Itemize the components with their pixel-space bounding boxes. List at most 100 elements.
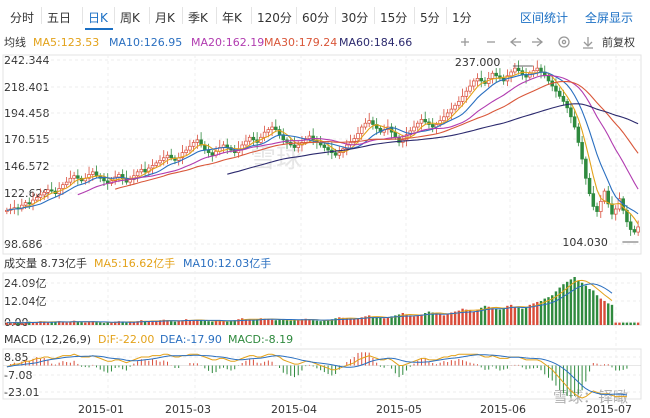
candle-body <box>247 136 252 142</box>
interval-stats-link[interactable]: 区间统计 <box>520 11 569 25</box>
volume-bar <box>214 320 218 325</box>
candle-body <box>516 67 521 72</box>
candle-body <box>337 152 342 156</box>
volume-bar <box>453 311 457 325</box>
volume-bar <box>379 317 382 325</box>
volume-bar <box>110 322 113 325</box>
volume-bar <box>46 322 50 325</box>
tab-separator <box>82 7 83 24</box>
candle-body <box>165 154 170 159</box>
candle-body <box>557 90 562 97</box>
volume-bar <box>480 307 483 325</box>
volume-bar <box>472 311 475 325</box>
candle-body <box>191 142 196 147</box>
macd-axis-tick: -7.08 <box>4 369 32 382</box>
volume-bar <box>226 321 229 325</box>
volume-bar <box>31 322 35 325</box>
candle-body <box>61 184 65 189</box>
candle-body <box>371 120 375 125</box>
ma10-line <box>6 71 639 215</box>
settings-icon[interactable] <box>558 36 570 48</box>
ma60-line <box>227 103 639 175</box>
candle-body <box>5 209 9 212</box>
tab-3[interactable]: 周K <box>120 11 140 25</box>
volume-bar <box>483 305 487 325</box>
plot-layer: 242.344 218.401 194.458 170.515 146.572 122.6… <box>3 54 641 416</box>
volume-bar <box>65 322 68 325</box>
candle-body <box>393 131 398 138</box>
tab-6[interactable]: 年K <box>222 11 242 25</box>
volume-bar <box>457 310 461 325</box>
volume-bar <box>487 306 490 325</box>
tab-12[interactable]: 1分 <box>452 11 472 25</box>
candle-body <box>606 190 610 205</box>
candle-body <box>445 112 450 118</box>
arrow-left-icon[interactable] <box>509 37 521 47</box>
tab-0[interactable]: 分时 <box>10 11 35 25</box>
tab-1[interactable]: 五日 <box>47 11 72 25</box>
volume-bar <box>304 318 307 325</box>
download-icon[interactable] <box>583 37 593 49</box>
stock-kline-chart[interactable]: 均线 MA5:123.53 MA10:126.95 MA20:162.19 MA… <box>0 30 650 418</box>
volume-bar <box>240 318 244 325</box>
tab-11[interactable]: 5分 <box>420 11 440 25</box>
volume-bar <box>580 282 584 325</box>
candle-body <box>251 136 256 141</box>
candle-body <box>91 171 95 175</box>
tab-2[interactable]: 日K <box>88 11 108 25</box>
volume-bar <box>87 321 91 325</box>
candle-body <box>262 131 267 138</box>
volume-bar <box>465 309 468 325</box>
volume-bar <box>536 301 539 325</box>
candle-body <box>419 119 424 124</box>
plus-icon[interactable] <box>461 38 469 46</box>
tab-4[interactable]: 月K <box>155 11 175 25</box>
volume-bar <box>618 322 621 325</box>
volume-bar <box>476 309 479 325</box>
adjust-mode-label[interactable]: 前复权 <box>602 35 635 49</box>
arrow-right-icon[interactable] <box>532 37 544 47</box>
candle-body <box>139 168 144 173</box>
price-panel-frame <box>2 54 642 255</box>
candle-body <box>356 133 360 139</box>
tab-10[interactable]: 15分 <box>380 11 408 25</box>
tab-separator <box>335 7 336 24</box>
volume-bar <box>43 321 46 325</box>
candle-body <box>195 139 200 143</box>
volume-bar <box>315 320 319 325</box>
tab-9[interactable]: 30分 <box>341 11 369 25</box>
ma5-legend: MA5:123.53 <box>33 36 99 49</box>
fullscreen-link[interactable]: 全屏显示 <box>585 11 634 25</box>
volume-bar <box>353 319 356 325</box>
volume-bar <box>394 315 397 325</box>
volume-bar <box>16 322 20 325</box>
volume-bar <box>528 304 532 325</box>
tab-separator <box>41 7 42 24</box>
volume-bar <box>431 312 434 325</box>
candle-body <box>203 144 207 151</box>
tab-7[interactable]: 120分 <box>257 11 292 25</box>
candle-body <box>158 159 162 164</box>
volume-bar <box>5 322 9 325</box>
ma20-legend: MA20:162.19 <box>191 36 264 49</box>
candle-body <box>68 177 73 183</box>
tab-separator <box>149 7 150 24</box>
high-annotation: 237.000 <box>455 56 501 69</box>
candle-body <box>46 189 50 193</box>
tab-5[interactable]: 季K <box>188 11 208 25</box>
candle-body <box>554 85 558 92</box>
volume-bar <box>345 318 348 325</box>
volume-bar <box>143 321 147 325</box>
volume-bar <box>461 308 464 325</box>
volume-bar <box>371 316 375 325</box>
candle-body <box>333 152 338 156</box>
volume-bar <box>117 321 121 325</box>
volume-bar <box>106 322 109 325</box>
volume-bar <box>95 322 98 325</box>
tab-8[interactable]: 60分 <box>302 11 330 25</box>
volume-bar <box>76 321 80 325</box>
volume-bar <box>375 317 378 325</box>
candle-body <box>610 203 614 215</box>
tab-separator <box>251 7 252 24</box>
volume-bar <box>382 318 386 325</box>
